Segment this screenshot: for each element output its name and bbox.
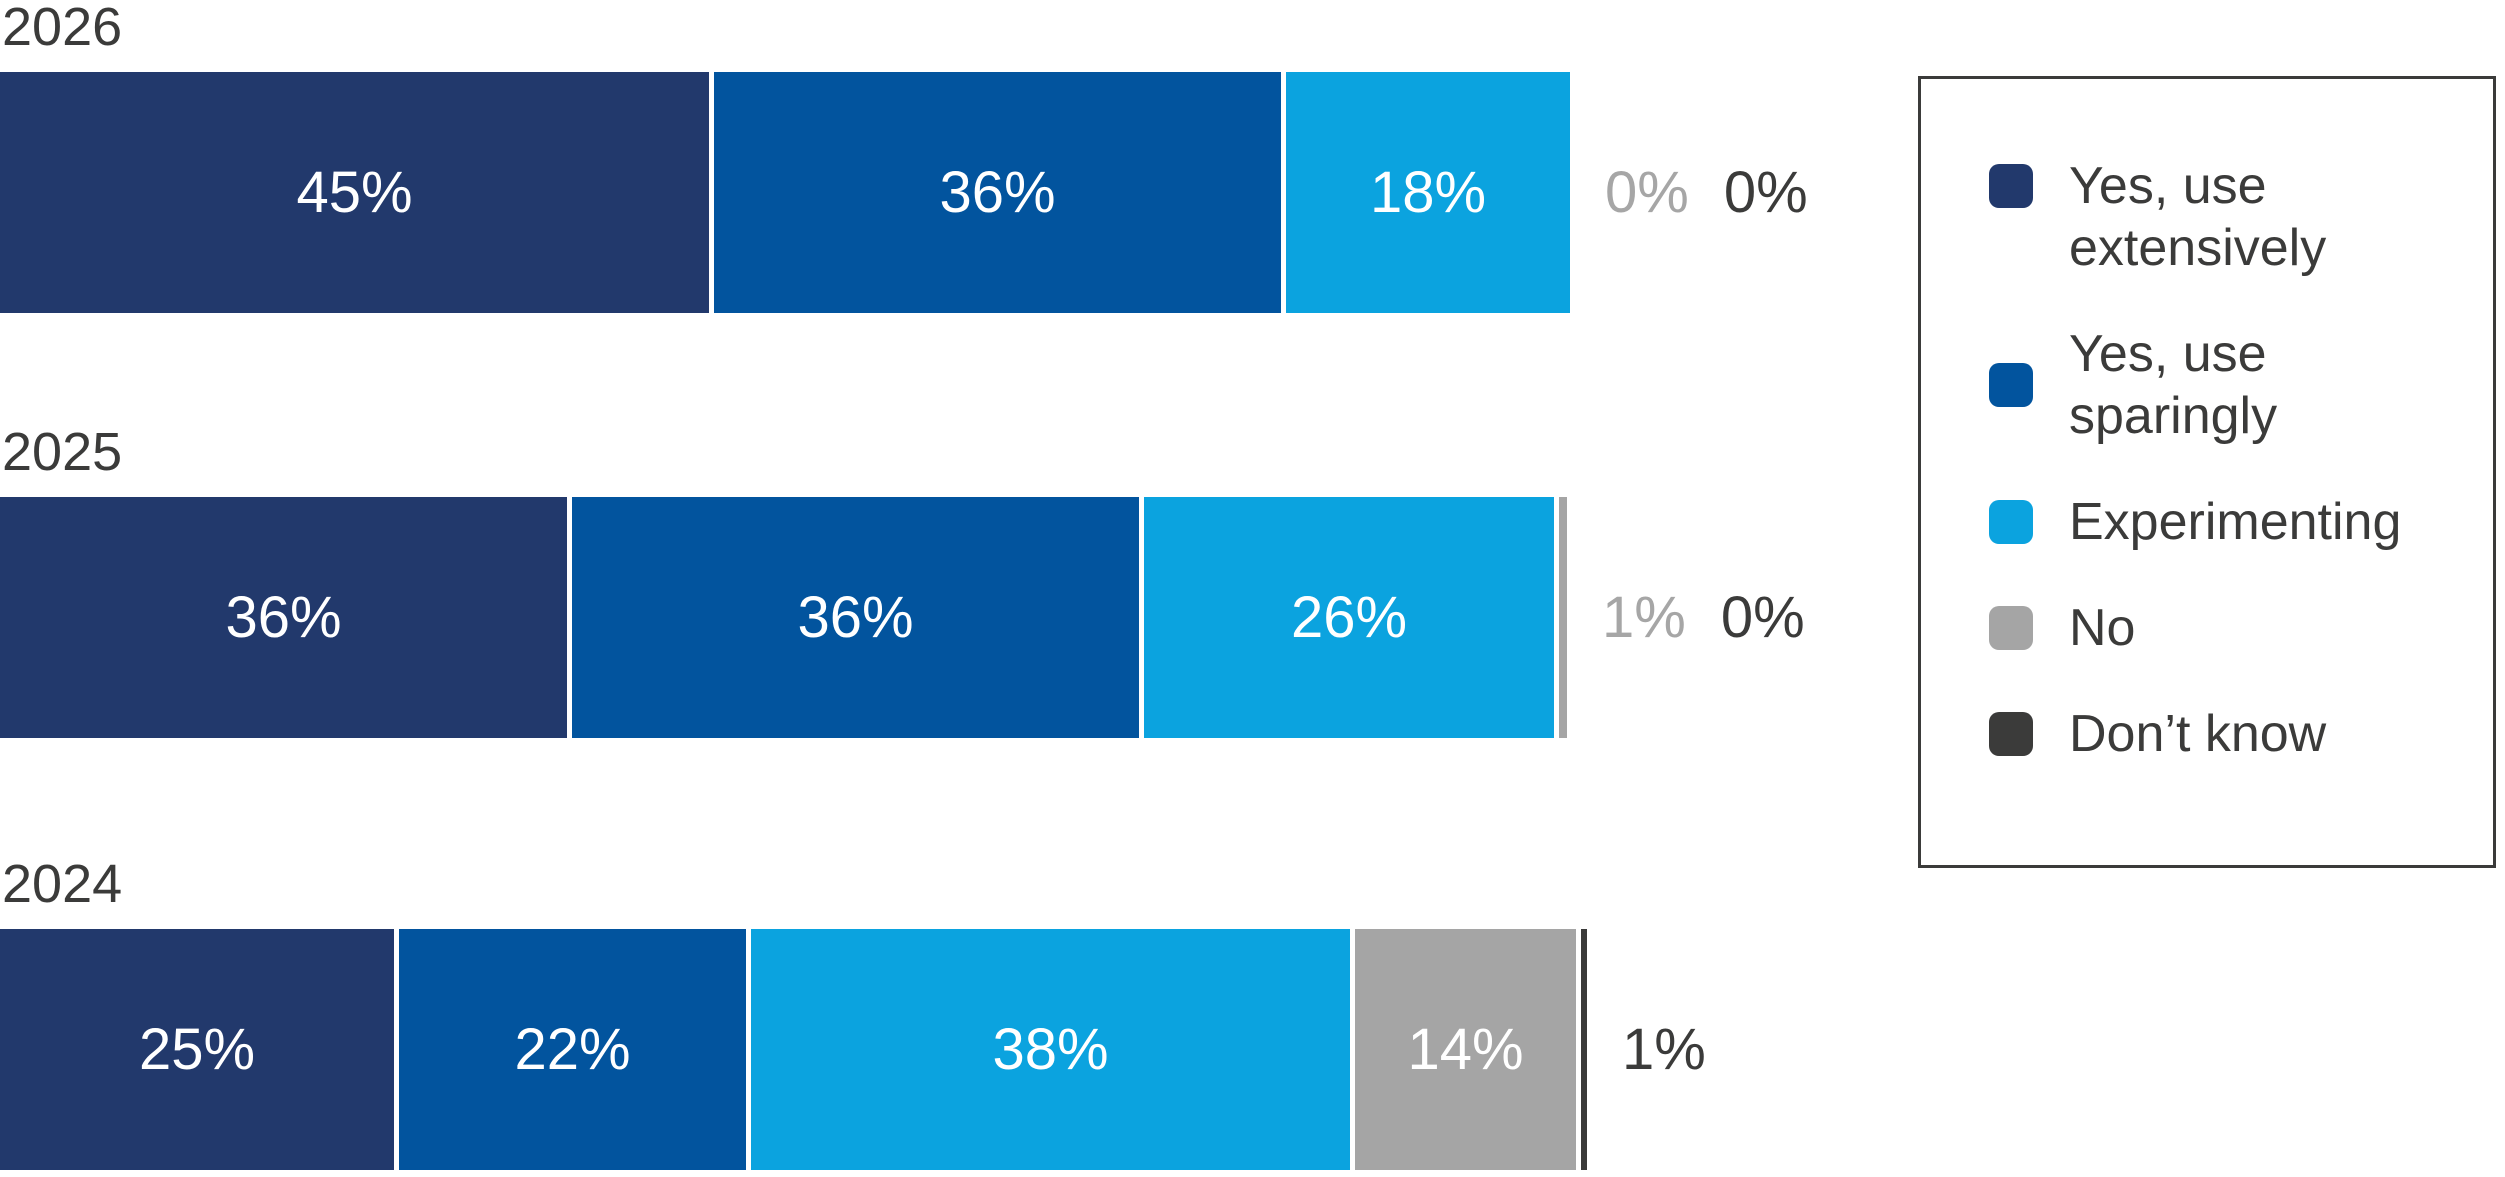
legend-item-no: No (1989, 597, 2469, 659)
segment-value-label: 36% (225, 584, 342, 650)
segment-experimenting: 38% (751, 929, 1350, 1170)
category-label: 2026 (2, 0, 123, 57)
segment-value-label: 45% (296, 159, 413, 225)
legend-label: Don’t know (2069, 705, 2327, 763)
segment-extensively: 45% (0, 72, 709, 313)
bar-row-2026: 2026 45% 36% 18% 0% 0% (0, 0, 1905, 320)
legend-swatch-experimenting (1989, 500, 2033, 544)
legend-label: No (2069, 599, 2136, 657)
outside-value-label-dont_know: 1% (1622, 1016, 1706, 1082)
segment-value-label: 36% (939, 159, 1056, 225)
segment-extensively: 36% (0, 497, 567, 738)
segment-experimenting: 18% (1286, 72, 1570, 313)
segment-no: 14% (1355, 929, 1576, 1170)
outside-value-label-no: 0% (1605, 159, 1689, 225)
category-label: 2025 (2, 422, 123, 482)
segment-sliver-dont_know (1581, 929, 1587, 1170)
segment-sliver-no (1559, 497, 1567, 738)
segment-value-label: 18% (1369, 159, 1487, 225)
segment-value-label: 26% (1290, 584, 1408, 650)
legend-label: Yes, use extensively (2069, 157, 2327, 277)
segment-sparingly: 36% (714, 72, 1281, 313)
legend-swatch-sparingly (1989, 363, 2033, 407)
bar-row-2025: 2025 36% 36% 26% 1% 0% (0, 425, 1905, 745)
legend-swatch-extensively (1989, 164, 2033, 208)
segment-value-label: 25% (138, 1016, 256, 1082)
stacked-bar: 25% 22% 38% 14% 1% (0, 929, 1706, 1170)
segment-value-label: 38% (992, 1016, 1109, 1082)
outside-value-label-dont_know: 0% (1723, 159, 1808, 225)
category-label: 2024 (2, 854, 123, 914)
legend-label: Experimenting (2069, 493, 2402, 551)
bar-row-2024: 2024 25% 22% 38% 14% 1% (0, 857, 1905, 1177)
legend-label: Yes, use sparingly (2069, 325, 2278, 445)
legend-item-experimenting: Experimenting (1989, 491, 2469, 553)
legend-box: Yes, use extensively Yes, use sparingly Ex… (1918, 76, 2496, 868)
outside-value-label-dont_know: 0% (1720, 584, 1805, 650)
stacked-bar: 36% 36% 26% 1% 0% (0, 497, 1805, 738)
segment-experimenting: 26% (1144, 497, 1554, 738)
outside-value-label-no: 1% (1602, 584, 1686, 650)
legend-item-extensively: Yes, use extensively (1989, 155, 2469, 279)
segment-extensively: 25% (0, 929, 394, 1170)
segment-value-label: 22% (514, 1016, 631, 1082)
legend-item-sparingly: Yes, use sparingly (1989, 323, 2469, 447)
segment-sparingly: 36% (572, 497, 1139, 738)
segment-value-label: 14% (1407, 1016, 1524, 1082)
legend-swatch-no (1989, 606, 2033, 650)
stacked-bar: 45% 36% 18% 0% 0% (0, 72, 1808, 313)
segment-value-label: 36% (797, 584, 914, 650)
legend-swatch-dont_know (1989, 712, 2033, 756)
legend-item-dont_know: Don’t know (1989, 703, 2469, 765)
segment-sparingly: 22% (399, 929, 746, 1170)
